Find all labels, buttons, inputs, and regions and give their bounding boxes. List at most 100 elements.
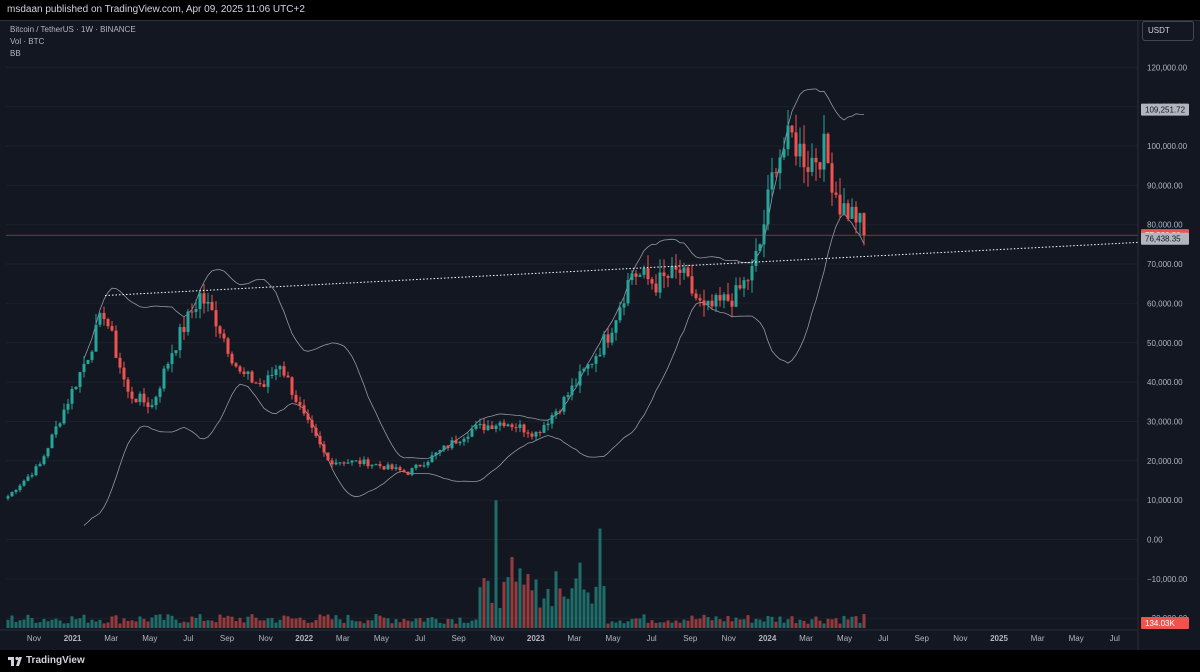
currency-unit-button[interactable]: USDT [1142,21,1194,41]
volume-bar [618,620,622,628]
volume-bar [62,623,66,628]
overlay-lines [6,234,1139,297]
candle-body [202,293,206,304]
volume-bar [734,617,738,628]
candle-body [386,464,390,470]
candle-body [678,269,682,273]
volume-bar [802,620,806,628]
volume-bar [778,616,782,628]
volume-legend[interactable]: Vol · BTC [10,37,45,46]
volume-bar [786,619,790,628]
volume-bar [466,622,470,628]
candle-body [366,459,370,467]
volume-bar [470,620,474,628]
candle-body [570,385,574,396]
candle-body [78,372,82,387]
candle-body [414,464,418,469]
candle-body [174,350,178,354]
volume-bar [666,620,670,628]
volume-bar [682,619,686,628]
volume-bar [494,500,498,628]
volume-bar [382,617,386,628]
volume-bar [322,616,326,628]
candle-body [754,250,758,266]
candle-body [498,422,502,426]
candle-body [322,444,326,453]
candle-body [602,334,606,355]
candle-body [358,460,362,464]
volume-bar [330,619,334,628]
symbol-legend[interactable]: Bitcoin / TetherUS · 1W · BINANCE [10,25,136,34]
volume-bar [358,621,362,628]
volume-bar [814,616,818,628]
time-axis: Nov 2021 Mar May Jul Sep Nov 2022 Mar May Jul Sep No… [0,629,1138,643]
candle-body [474,425,478,429]
bb-lower-band [83,212,865,526]
candle-body [586,364,590,369]
candle-body [858,213,862,223]
volume-bar [586,592,590,628]
candle-body [774,172,778,174]
candle-body [510,424,514,428]
time-tick-label: Jul [1110,634,1120,643]
tradingview-brand[interactable]: TradingView [26,655,85,666]
volume-bar [762,621,766,628]
volume-bar [154,614,158,628]
tradingview-logo-icon[interactable] [8,655,22,667]
volume-bar [766,615,770,628]
candle-body [430,455,434,462]
candle-body [526,432,530,434]
volume-bar [286,616,290,628]
volume-bar [594,586,598,628]
volume-bar [702,614,706,628]
volume-bar [42,618,46,628]
candle-body [370,464,374,467]
candle-body [530,433,534,437]
candles [6,109,866,501]
time-tick-label: May [837,634,852,643]
candle-body [462,438,466,442]
volume-bar [574,578,578,628]
candle-body [850,206,854,219]
bb-legend[interactable]: BB [10,49,21,58]
candle-body [682,267,686,273]
volume-bar [10,615,14,628]
volume-bar [834,618,838,628]
candle-body [70,388,74,404]
volume-bar [846,619,850,628]
time-tick-label: Jul [878,634,888,643]
candle-body [802,143,806,168]
candle-body [790,125,794,133]
candle-body [598,354,602,357]
time-tick-label: Jul [646,634,656,643]
candle-body [798,143,802,157]
time-tick-label: Sep [451,634,466,643]
price-tick-label: 50,000.00 [1147,339,1183,348]
candle-body [330,460,334,465]
candle-body [230,353,234,364]
volume-bar [150,617,154,628]
grid [6,66,1138,619]
candle-body [458,441,462,444]
volume-bar [750,622,754,628]
candle-body [62,409,66,424]
volume-bar [218,614,222,628]
volume-bar [370,620,374,628]
volume-bar [590,603,594,628]
volume-bar [474,619,478,628]
volume-bar [690,615,694,628]
volume-bar [782,622,786,628]
time-tick-label: Jul [415,634,425,643]
candle-body [354,460,358,462]
footer-bar: TradingView [0,650,1200,672]
volume-bar [450,619,454,628]
volume-bar [246,616,250,628]
volume-bar [518,568,522,628]
candle-body [674,266,678,270]
candle-body [390,464,394,469]
volume-bar [182,621,186,628]
volume-bar [14,621,18,628]
candle-body [846,203,850,219]
candle-body [722,294,726,301]
